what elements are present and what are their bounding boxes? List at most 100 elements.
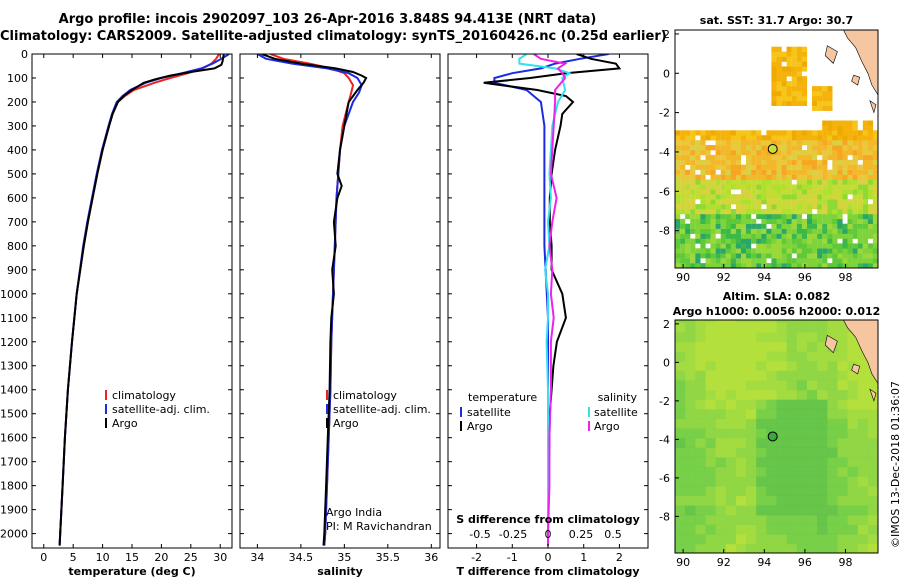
sst-cell (832, 248, 838, 254)
sst-cell (730, 159, 736, 165)
sst-cell (695, 258, 701, 264)
sst-cell (720, 258, 726, 264)
sst-cell (796, 218, 802, 224)
sst-cell (827, 248, 833, 254)
sla-cell (746, 466, 757, 477)
sla-map-y-tick-label: -6 (659, 472, 670, 485)
sst-cell (761, 253, 767, 259)
sla-cell (675, 341, 686, 352)
sst-cell (771, 169, 777, 175)
sst-cell (781, 209, 787, 215)
sst-cell (842, 189, 848, 195)
sst-cell (771, 140, 777, 146)
sst-cell (756, 243, 762, 249)
sst-cell (837, 154, 843, 161)
sst-cell (735, 179, 742, 185)
sla-cell (837, 399, 848, 410)
sst-cell (817, 140, 823, 146)
sst-cell (807, 154, 813, 161)
difference-legend-header-salinity: salinity (598, 391, 638, 404)
sst-cell (812, 238, 818, 244)
sla-cell (776, 495, 787, 506)
sla-cell (675, 370, 686, 381)
sst-cell (796, 56, 802, 62)
sla-cell (766, 379, 777, 391)
sst-cell (705, 135, 711, 141)
sst-cell (822, 218, 828, 224)
sla-cell (766, 408, 777, 420)
sst-cell (847, 159, 853, 165)
sla-cell (867, 543, 878, 553)
sst-cell (776, 228, 782, 234)
sst-cell (741, 184, 747, 190)
sst-cell (771, 218, 777, 224)
sst-cell (700, 233, 706, 239)
sst-cell (756, 184, 762, 190)
sst-cell (751, 253, 757, 259)
sst-cell (710, 238, 716, 244)
sst-cell (827, 204, 833, 210)
sst-map-y-tick-label: 0 (663, 67, 670, 80)
sla-cell (695, 408, 706, 420)
sst-cell (766, 154, 772, 161)
sst-cell (781, 95, 787, 102)
sla-cell (675, 399, 686, 410)
sst-cell (705, 169, 711, 175)
difference-series-line-t-argo (483, 54, 622, 546)
sla-cell (695, 379, 706, 391)
sst-cell (695, 159, 701, 165)
sst-cell (720, 209, 726, 215)
sst-cell (685, 130, 691, 136)
sla-cell (756, 350, 767, 362)
sst-cell (832, 238, 838, 244)
sla-cell (807, 476, 818, 487)
sst-cell (761, 238, 767, 244)
sst-cell (867, 174, 874, 180)
sst-cell (710, 130, 716, 136)
sst-cell (675, 253, 681, 259)
sst-cell (812, 199, 818, 205)
sla-cell (807, 379, 818, 391)
title-line-2: Climatology: CARS2009. Satellite-adjuste… (0, 29, 667, 44)
sst-cell (827, 253, 833, 259)
sumatra-land (843, 320, 878, 385)
sst-cell (695, 154, 701, 161)
sst-cell (786, 71, 792, 77)
sst-cell (690, 243, 696, 249)
sla-cell (685, 533, 696, 545)
sst-cell (695, 223, 701, 229)
sst-cell (822, 135, 828, 141)
sla-cell (817, 418, 828, 429)
sla-cell (725, 321, 737, 333)
sla-cell (857, 389, 869, 400)
sst-cell (822, 130, 828, 136)
sla-cell (735, 456, 747, 468)
sst-cell (715, 159, 721, 165)
sla-cell (857, 504, 869, 516)
sst-map-x-tick-label: 92 (717, 271, 731, 284)
sst-cell (776, 159, 782, 165)
sst-cell (680, 199, 686, 205)
sst-cell (872, 209, 878, 215)
sst-cell (751, 135, 757, 141)
sst-cell (685, 184, 691, 190)
sst-cell (685, 263, 691, 268)
sst-cell (710, 135, 716, 141)
sst-cell (756, 213, 762, 220)
sst-cell (801, 159, 808, 165)
sst-cell (781, 150, 787, 156)
sst-cell (842, 164, 848, 170)
sst-cell (766, 164, 772, 170)
sla-cell (867, 437, 878, 448)
sst-cell (771, 66, 777, 72)
sla-cell (746, 447, 757, 458)
sst-cell (852, 248, 858, 254)
sst-cell (771, 184, 777, 190)
sst-cell (695, 263, 701, 268)
sst-cell (796, 228, 802, 234)
sst-cell (746, 154, 752, 161)
sst-cell (791, 71, 797, 77)
sst-cell (812, 263, 818, 268)
sla-cell (807, 524, 818, 535)
sst-cell (746, 213, 752, 220)
